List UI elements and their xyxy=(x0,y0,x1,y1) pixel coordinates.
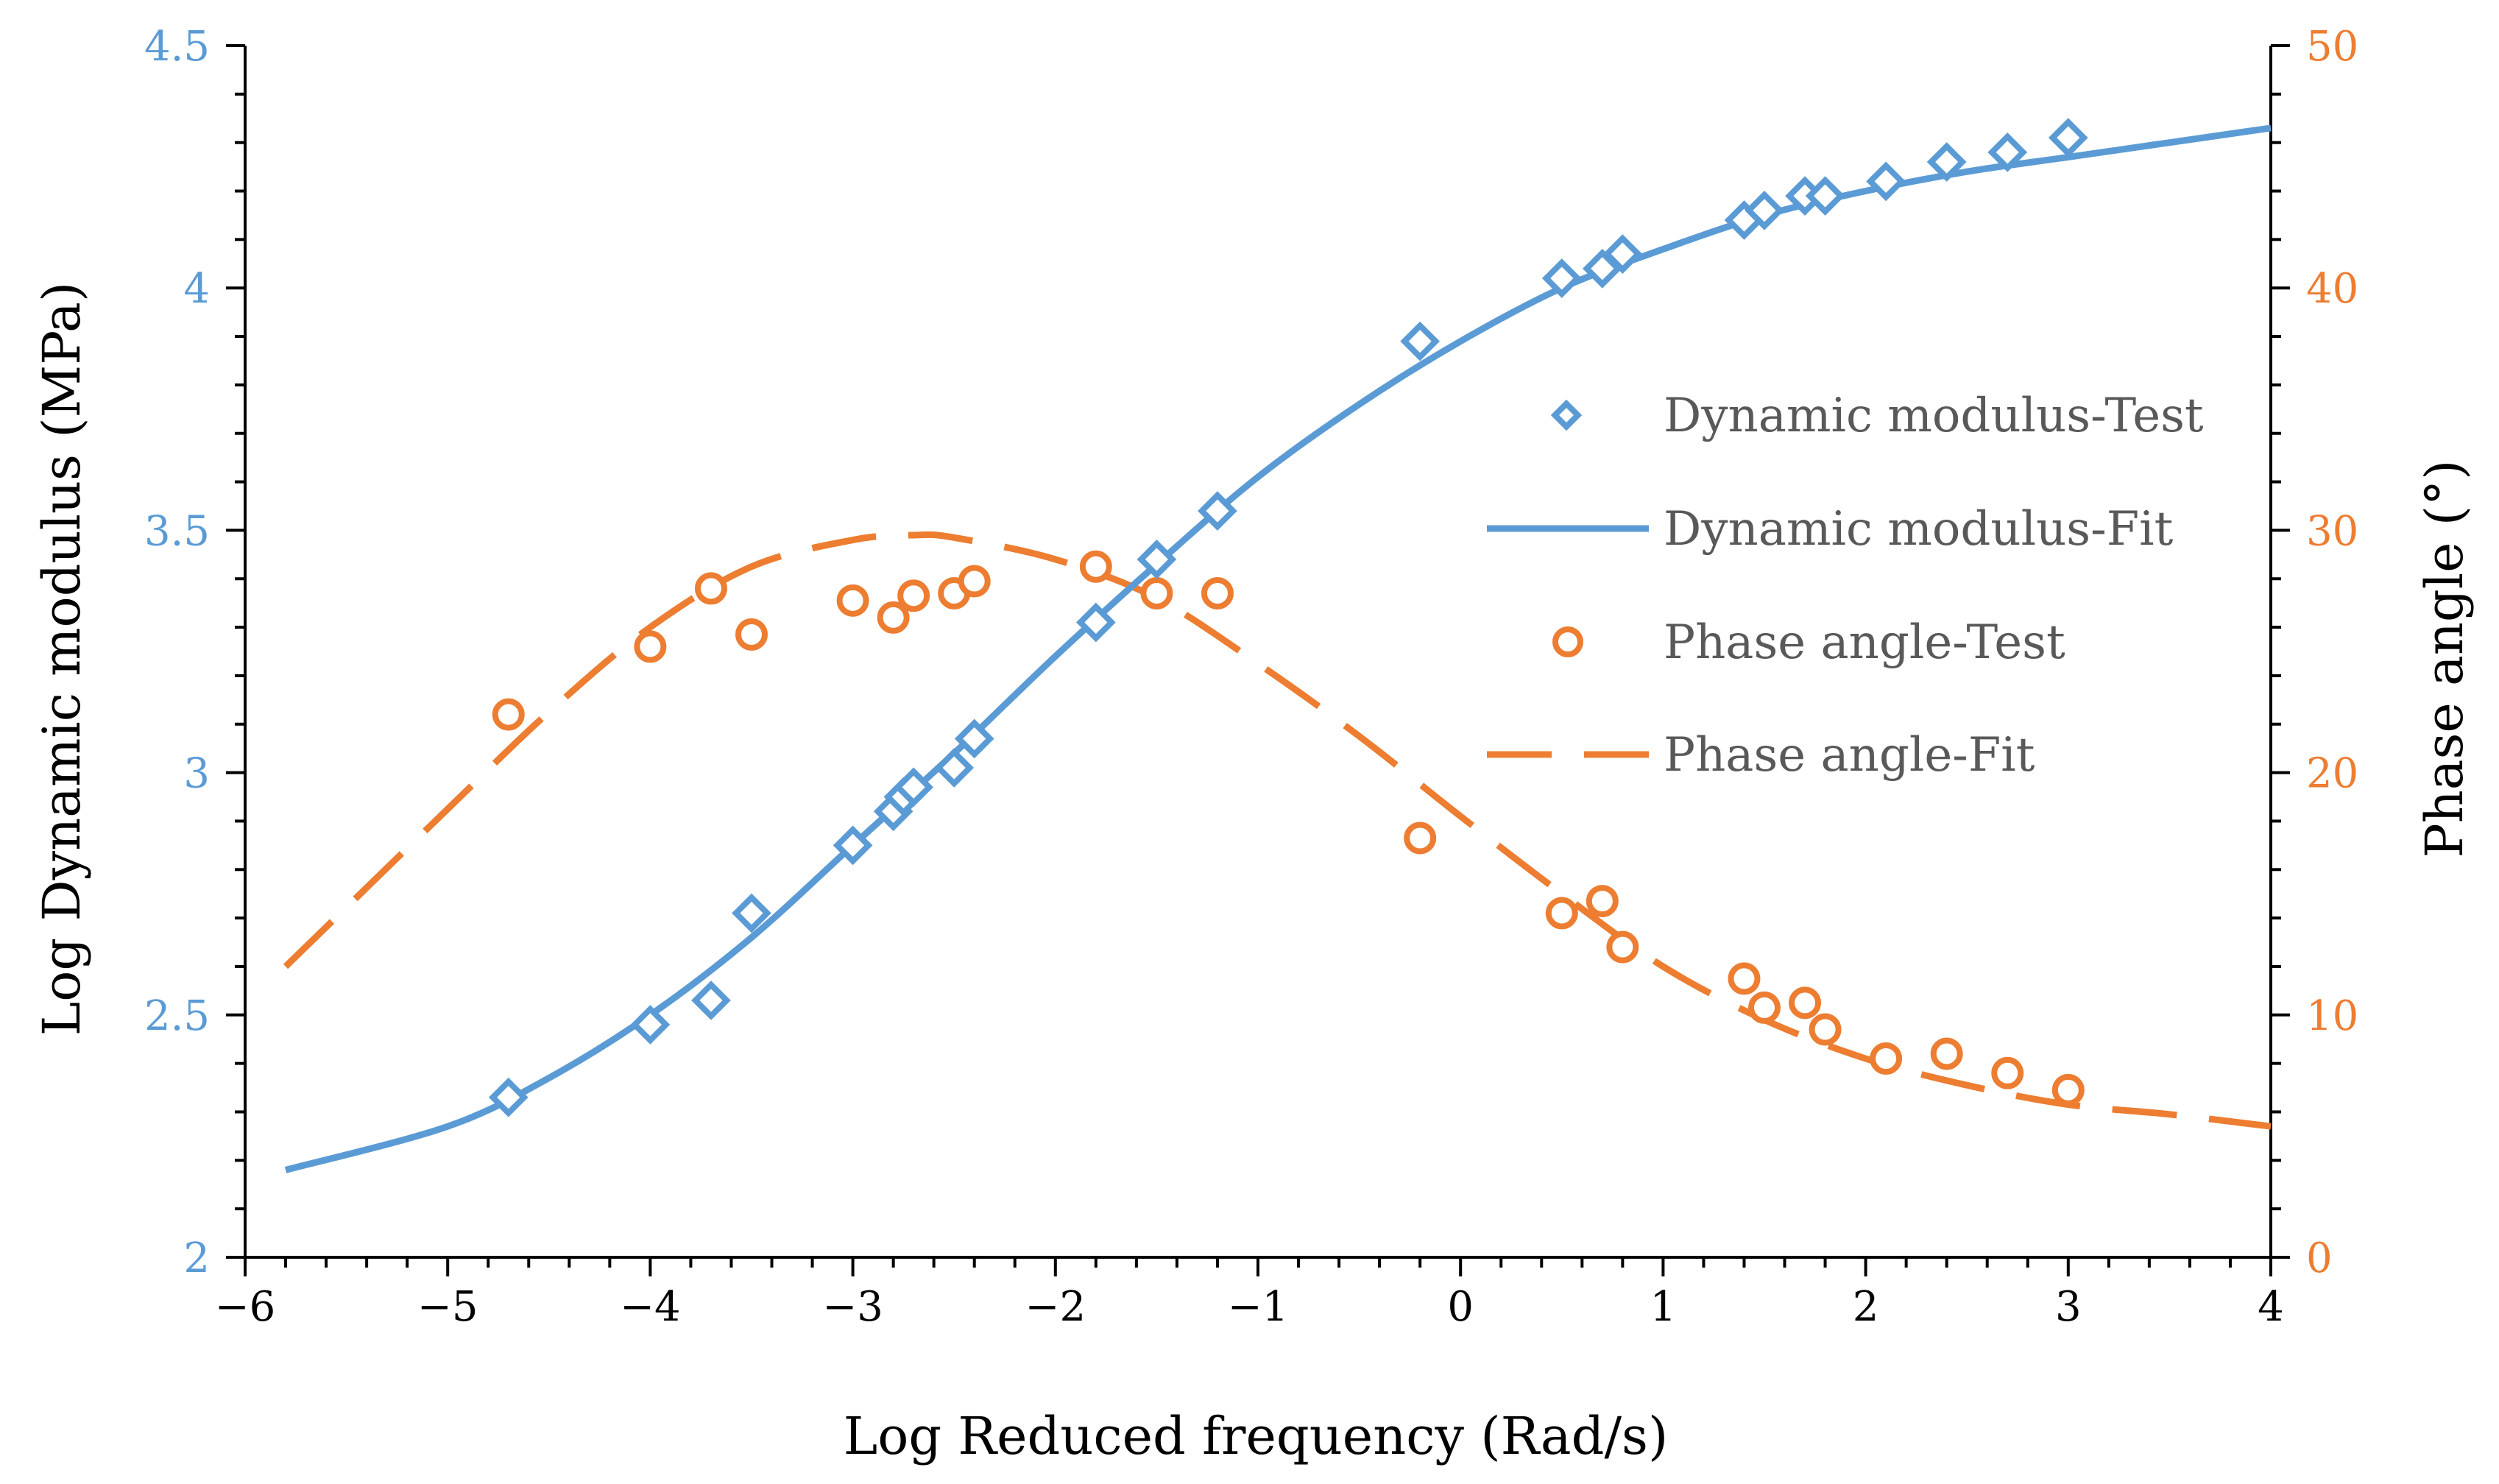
y-tick-label: 3.5 xyxy=(144,507,210,555)
y2-tick-label: 50 xyxy=(2306,23,2358,71)
x-tick-label: −2 xyxy=(1025,1283,1086,1331)
y-tick-label: 4.5 xyxy=(144,23,210,71)
phase-test-point xyxy=(1606,930,1639,964)
modulus-test-point xyxy=(1785,176,1825,216)
y2-tick-label: 20 xyxy=(2306,750,2358,798)
x-tick-label: −5 xyxy=(417,1283,478,1331)
x-tick-label: 4 xyxy=(2258,1283,2284,1331)
modulus-test-point xyxy=(732,893,771,933)
phase-test-point xyxy=(836,584,869,617)
y-tick-label: 4 xyxy=(183,265,210,313)
phase-test-point xyxy=(1728,962,1761,995)
y-axis-ticks: 2 2.5 3 3.5 4 4.5 xyxy=(144,23,245,1282)
phase-test-point xyxy=(1809,1013,1842,1046)
x-tick-label: 3 xyxy=(2055,1283,2082,1331)
modulus-test-point xyxy=(1987,132,2028,172)
phase-test-point xyxy=(492,698,525,731)
legend-label-phase-fit: Phase angle-Fit xyxy=(1664,728,2035,782)
legend-label-phase-test: Phase angle-Test xyxy=(1664,615,2065,670)
y2-tick-label: 40 xyxy=(2306,265,2358,313)
modulus-test-point xyxy=(1541,258,1582,298)
modulus-test-point xyxy=(1926,142,1967,182)
x-tick-label: −3 xyxy=(822,1283,883,1331)
x-tick-label: 0 xyxy=(1447,1283,1474,1331)
y-tick-label: 2.5 xyxy=(144,992,210,1040)
phase-test-point xyxy=(1789,986,1822,1020)
phase-test-point xyxy=(1586,885,1619,918)
modulus-test-point xyxy=(1400,321,1441,361)
series-phase-angle-test xyxy=(492,550,2085,1106)
modulus-test-point xyxy=(1866,161,1906,202)
phase-test-point xyxy=(897,579,930,612)
legend: Dynamic modulus-Test Dynamic modulus-Fit… xyxy=(1487,389,2204,782)
modulus-test-point xyxy=(1075,602,1116,643)
y2-tick-label: 0 xyxy=(2306,1234,2333,1282)
series-dynamic-modulus-test xyxy=(488,118,2088,1117)
phase-test-point xyxy=(1545,897,1578,930)
x-tick-label: 1 xyxy=(1650,1283,1677,1331)
modulus-test-point xyxy=(1198,491,1237,531)
y2-axis-label: Phase angle (°) xyxy=(2414,460,2475,858)
phase-test-point xyxy=(1930,1037,1963,1070)
phase-test-point xyxy=(877,601,910,634)
y2-tick-label: 10 xyxy=(2306,992,2358,1040)
phase-test-point xyxy=(1079,550,1112,583)
legend-label-modulus-fit: Dynamic modulus-Fit xyxy=(1664,502,2174,556)
legend-label-modulus-test: Dynamic modulus-Test xyxy=(1664,389,2204,443)
legend-marker-modulus-test xyxy=(1550,399,1583,431)
modulus-test-point xyxy=(934,748,975,788)
x-tick-label: −6 xyxy=(215,1283,276,1331)
phase-test-point xyxy=(1748,991,1781,1024)
y2-axis-ticks: 0 10 20 30 40 50 xyxy=(2271,23,2358,1282)
x-tick-label: 2 xyxy=(1853,1283,1879,1331)
modulus-test-point xyxy=(894,767,934,808)
phase-test-point xyxy=(1991,1056,2024,1089)
modulus-test-point xyxy=(1805,176,1845,216)
modulus-test-point xyxy=(630,1005,671,1045)
modulus-test-point xyxy=(954,718,994,759)
phase-test-point xyxy=(735,618,768,651)
legend-marker-phase-test xyxy=(1552,626,1583,657)
modulus-test-point xyxy=(691,981,731,1020)
modulus-test-point xyxy=(2048,118,2088,158)
phase-test-point xyxy=(958,565,991,598)
phase-test-point xyxy=(1404,822,1437,855)
phase-test-point xyxy=(2051,1073,2085,1106)
series-layer xyxy=(283,118,2272,1173)
y-tick-label: 3 xyxy=(183,750,210,798)
phase-test-point xyxy=(1140,576,1173,610)
phase-test-point xyxy=(634,630,667,663)
x-tick-label: −1 xyxy=(1228,1283,1289,1331)
modulus-test-point xyxy=(1602,234,1643,274)
phase-test-point xyxy=(1201,576,1234,610)
modulus-test-point xyxy=(1745,190,1784,230)
x-tick-label: −4 xyxy=(620,1283,681,1331)
y-tick-label: 2 xyxy=(183,1234,210,1282)
y2-tick-label: 30 xyxy=(2306,507,2358,555)
modulus-test-point xyxy=(833,825,873,866)
modulus-test-point xyxy=(488,1077,529,1117)
phase-test-point xyxy=(694,572,727,605)
y-axis-label: Log Dynamic modulus (MPa) xyxy=(32,282,92,1036)
phase-test-point xyxy=(1870,1042,1903,1075)
x-axis-label: Log Reduced frequency (Rad/s) xyxy=(844,1406,1669,1466)
modulus-test-point xyxy=(1137,540,1177,579)
x-axis-ticks: −6 −5 −4 −3 −2 −1 0 1 2 3 4 xyxy=(215,1257,2284,1331)
